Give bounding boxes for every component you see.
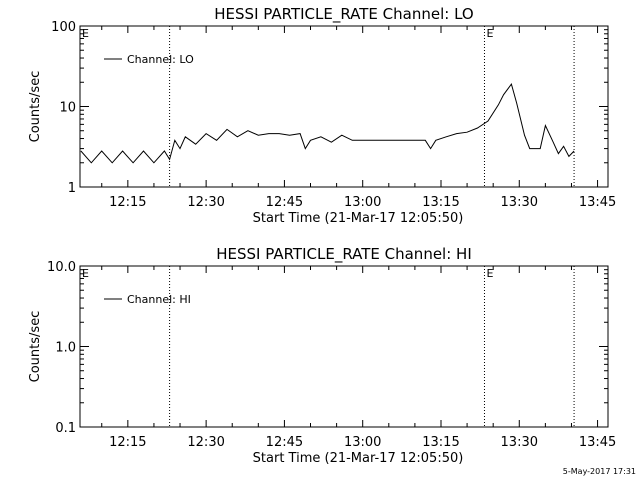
footer-date-stamp: 5-May-2017 17:31 (563, 467, 636, 476)
plot-frame-hi (79, 265, 609, 428)
y-axis-label-hi: Counts/sec (28, 311, 43, 383)
y-axis-label-lo: Counts/sec (28, 71, 43, 143)
x-tick-label-hi: 13:15 (422, 435, 459, 450)
x-tick-label-lo: 12:30 (187, 195, 224, 210)
x-tick-label-hi: 12:45 (266, 435, 303, 450)
x-tick-label-lo: 13:30 (501, 195, 538, 210)
corner-label-hi: E (82, 267, 89, 280)
y-tick-label-hi: 0.1 (55, 421, 76, 436)
corner-label-lo: E (82, 27, 89, 40)
marker-label-hi: E (486, 267, 493, 280)
x-tick-label-hi: 13:00 (344, 435, 381, 450)
x-axis-label-hi: Start Time (21-Mar-17 12:05:50) (253, 451, 464, 466)
y-tick-label-lo: 100 (51, 20, 76, 35)
x-tick-label-lo: 12:45 (266, 195, 303, 210)
chart-title-lo: HESSI PARTICLE_RATE Channel: LO (214, 5, 473, 24)
legend-label-hi: Channel: HI (127, 293, 191, 306)
x-tick-label-hi: 13:45 (579, 435, 616, 450)
plot-frame-lo (79, 25, 609, 188)
chart-title-hi: HESSI PARTICLE_RATE Channel: HI (216, 245, 472, 264)
y-tick-label-lo: 1 (68, 181, 76, 196)
x-tick-label-hi: 12:15 (109, 435, 146, 450)
x-tick-label-lo: 13:15 (422, 195, 459, 210)
x-axis-label-lo: Start Time (21-Mar-17 12:05:50) (253, 211, 464, 226)
marker-label-lo: E (486, 27, 493, 40)
x-tick-label-hi: 13:30 (501, 435, 538, 450)
series-line-lo (80, 82, 575, 164)
x-tick-label-lo: 13:45 (579, 195, 616, 210)
y-tick-label-lo: 10 (59, 101, 76, 116)
x-tick-label-lo: 13:00 (344, 195, 381, 210)
y-tick-label-hi: 10.0 (47, 260, 76, 275)
y-tick-label-hi: 1.0 (55, 341, 76, 356)
legend-label-lo: Channel: LO (127, 53, 194, 66)
x-tick-label-hi: 12:30 (187, 435, 224, 450)
x-tick-label-lo: 12:15 (109, 195, 146, 210)
